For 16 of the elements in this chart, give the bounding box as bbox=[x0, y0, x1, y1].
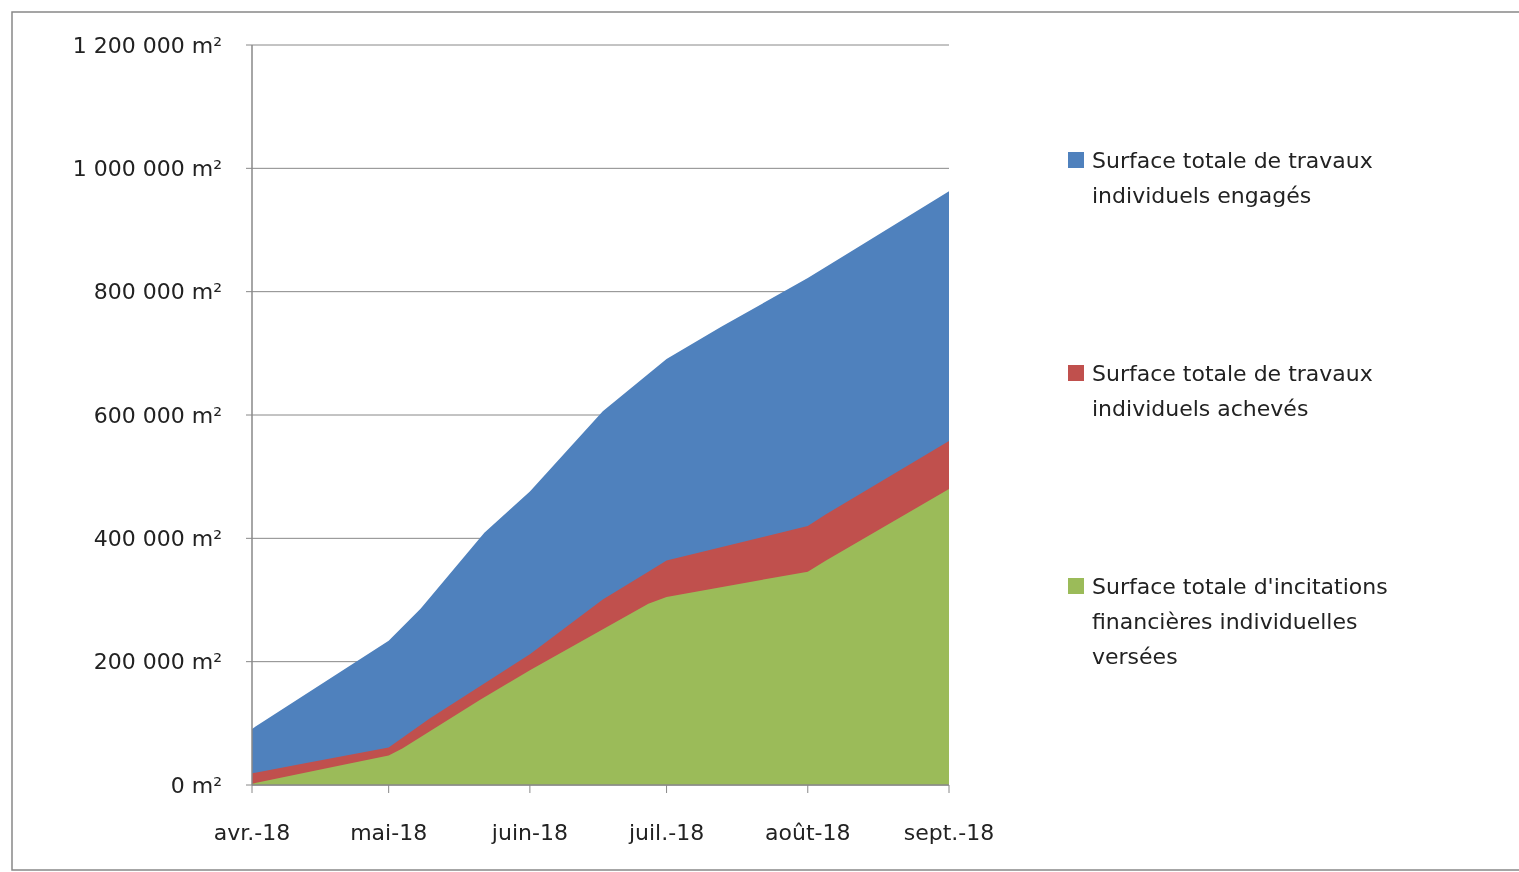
y-tick-label: 1 200 000 m² bbox=[72, 32, 222, 58]
x-tick-label: mai-18 bbox=[350, 820, 428, 845]
x-tick-label: avr.-18 bbox=[213, 820, 291, 845]
y-tick-label: 600 000 m² bbox=[93, 402, 222, 428]
y-tick-label: 200 000 m² bbox=[93, 649, 222, 675]
legend-label: Surface totale de travaux individuels achevés bbox=[1092, 360, 1373, 421]
y-tick-label: 0 m² bbox=[170, 772, 222, 798]
y-tick-label: 800 000 m² bbox=[93, 279, 222, 305]
y-tick-label: 400 000 m² bbox=[93, 526, 222, 552]
x-tick-label: sept.-18 bbox=[903, 820, 995, 845]
x-tick-label: août-18 bbox=[765, 820, 851, 845]
legend-label: Surface totale de travaux individuels engagés bbox=[1092, 147, 1373, 208]
y-tick-label: 1 000 000 m² bbox=[72, 156, 222, 182]
x-tick-label: juil.-18 bbox=[627, 820, 705, 845]
legend-label: Surface totale d'incitations financières individuelles versées bbox=[1092, 573, 1388, 669]
x-tick-label: juin-18 bbox=[490, 820, 568, 845]
